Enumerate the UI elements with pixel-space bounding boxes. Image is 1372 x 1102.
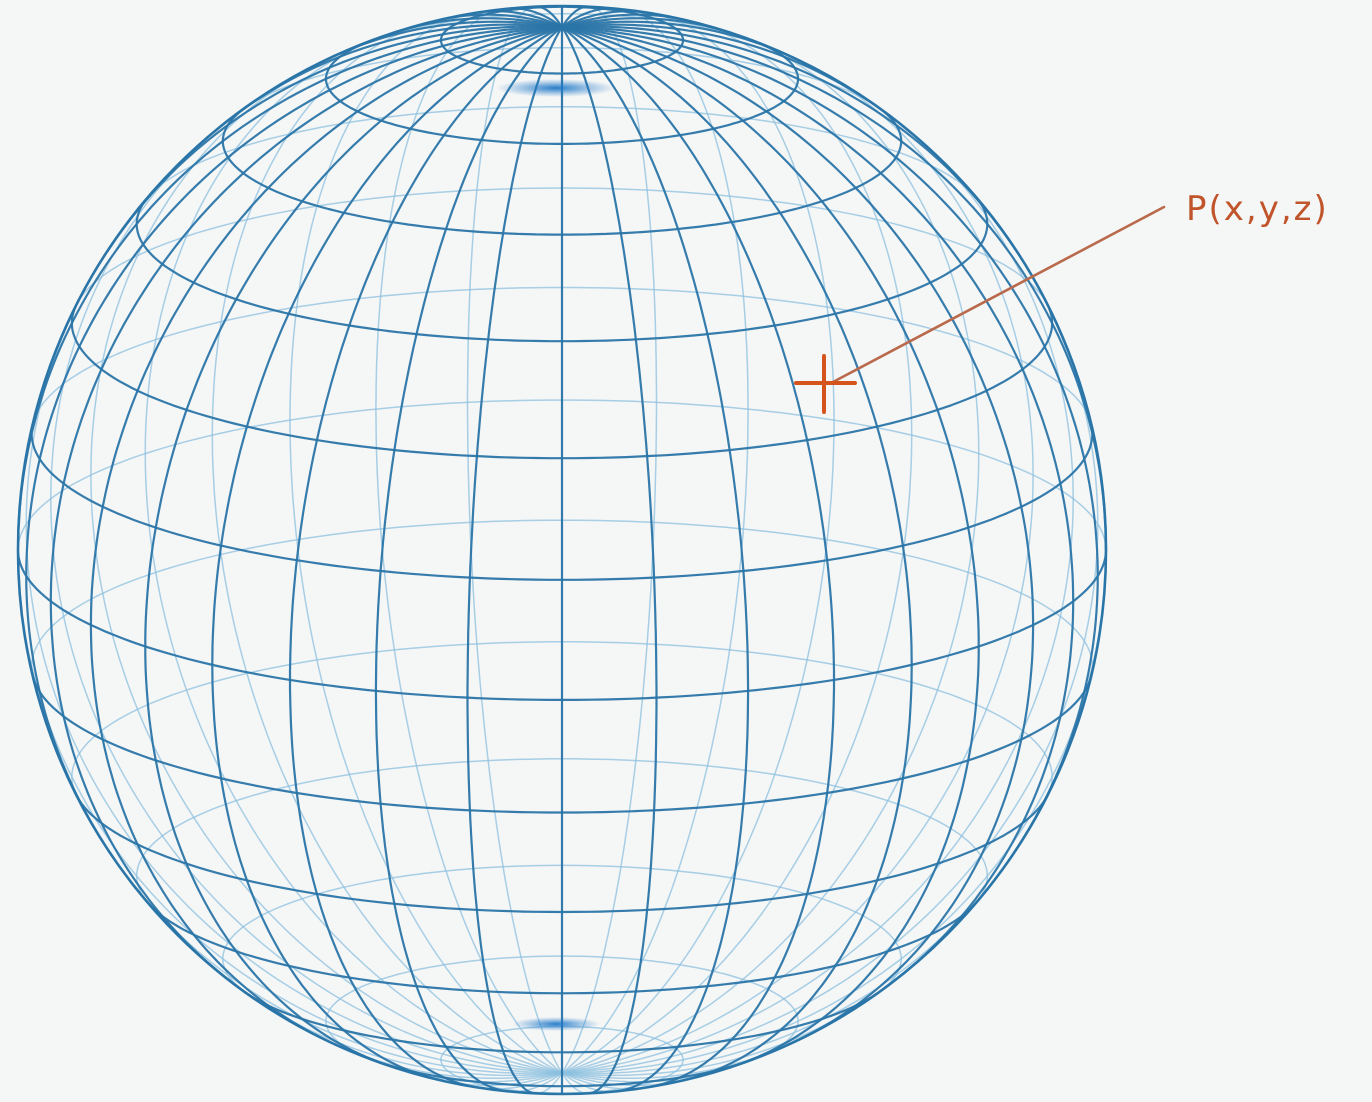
- meridian-line-front: [144, 26, 563, 1066]
- parallel-line-front: [562, 104, 903, 236]
- meridian-line-front: [561, 26, 750, 1093]
- meridian-line-back: [90, 55, 563, 1074]
- parallel-line-front: [147, 902, 563, 995]
- meridian-line-back: [561, 18, 913, 1074]
- parallel-line-front: [561, 899, 979, 995]
- sphere-front-grid: [17, 5, 1108, 1095]
- parallel-line-front: [562, 421, 1094, 581]
- parallel-line-front: [324, 39, 562, 145]
- meridian-line-back: [211, 18, 563, 1074]
- meridian-line-back: [50, 110, 563, 1074]
- parallel-line-back: [71, 641, 1053, 799]
- meridian-line-front: [561, 26, 836, 1088]
- parallel-line-front: [30, 425, 562, 581]
- meridian-line-back: [561, 110, 1074, 1074]
- parallel-line-front: [32, 677, 562, 814]
- meridian-line-front: [89, 26, 563, 1042]
- parallel-line-back: [244, 46, 876, 109]
- meridian-line-back: [25, 250, 563, 1074]
- meridian-line-front: [288, 26, 563, 1088]
- parallel-line-back: [135, 758, 989, 904]
- parallel-line-front: [562, 991, 880, 1054]
- meridian-line-front: [17, 26, 563, 541]
- parallel-line-back: [17, 399, 1107, 554]
- parallel-line-back: [31, 286, 1092, 427]
- meridian-line-back: [561, 11, 835, 1074]
- point-label: P(x,y,z): [1186, 189, 1329, 229]
- meridian-line-back: [561, 250, 1099, 1074]
- meridian-line-back: [561, 32, 980, 1074]
- meridian-line-front: [561, 26, 1099, 843]
- parallel-line-back: [75, 187, 1047, 306]
- cross-marker-icon: [794, 354, 857, 414]
- parallel-line-front: [135, 198, 562, 343]
- meridian-line-back: [144, 32, 563, 1074]
- parallel-line-front: [561, 793, 1049, 914]
- meridian-line-front: [466, 26, 563, 1095]
- meridian-line-back: [561, 55, 1034, 1074]
- meridian-line-front: [211, 26, 563, 1081]
- parallel-line-front: [562, 546, 1108, 701]
- parallel-line-front: [562, 301, 1054, 460]
- point-leader-line: [831, 205, 1166, 384]
- parallel-line-back: [30, 519, 1094, 678]
- parallel-line-back: [370, 13, 750, 42]
- parallel-line-front: [76, 797, 563, 914]
- meridian-line-back: [17, 540, 563, 1074]
- meridian-line-front: [561, 26, 1075, 985]
- meridian-line-back: [375, 7, 563, 1074]
- meridian-line-back: [561, 7, 749, 1074]
- south-pole-glow: [512, 1017, 600, 1031]
- north-pole-glow: [496, 79, 616, 97]
- meridian-line-back: [289, 11, 563, 1074]
- parallel-line-front: [17, 553, 562, 701]
- meridian-line-front: [561, 26, 913, 1081]
- parallel-line-front: [70, 305, 562, 460]
- parallel-line-front: [247, 993, 562, 1054]
- meridian-line-front: [561, 26, 658, 1095]
- meridian-line-front: [25, 26, 563, 843]
- meridian-line-front: [561, 26, 1108, 551]
- meridian-line-front: [561, 26, 1035, 1042]
- parallel-line-front: [562, 673, 1093, 814]
- meridian-line-front: [49, 26, 563, 985]
- parallel-line-front: [221, 106, 562, 236]
- parallel-line-front: [562, 38, 800, 145]
- parallel-line-back: [222, 864, 902, 996]
- sphere-outline: [16, 4, 1108, 1096]
- meridian-line-front: [561, 26, 980, 1066]
- meridian-line-front: [374, 26, 563, 1093]
- parallel-line-front: [562, 195, 989, 343]
